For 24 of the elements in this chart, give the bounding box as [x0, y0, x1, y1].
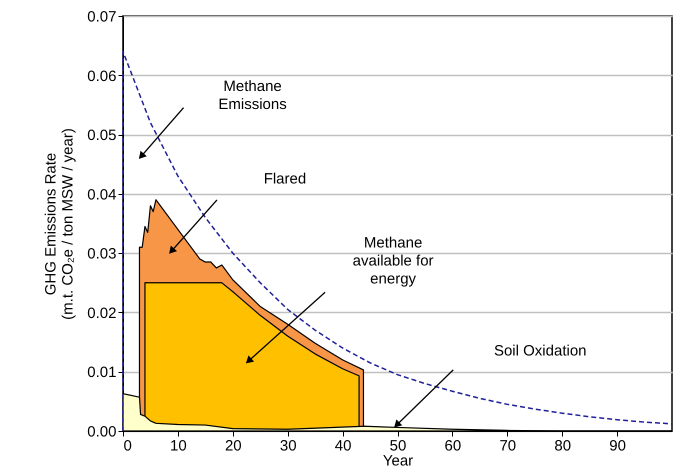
x-tick-label: 0	[124, 438, 132, 454]
x-tick-label: 70	[499, 438, 516, 454]
x-tick-label: 10	[170, 438, 187, 454]
y-tick-label: 0.01	[87, 364, 116, 382]
y-tick-label: 0.06	[87, 68, 116, 85]
x-tick-label: 30	[280, 438, 297, 454]
y-axis-title: GHG Emissions Rate (m.t. CO₂e / ton MSW / year)	[42, 128, 76, 320]
y-tick-label: 0.03	[87, 246, 116, 263]
annotation: Methane available for energy	[352, 234, 434, 288]
x-tick-label: 40	[334, 438, 352, 454]
y-tick-label: 0.02	[87, 304, 116, 322]
x-tick-label: 90	[609, 438, 626, 454]
x-axis-title: Year	[382, 452, 414, 470]
x-tick-label: 80	[554, 438, 572, 454]
x-tick-label: 50	[390, 438, 406, 454]
y-tick-label: 0.00	[87, 424, 116, 440]
y-tick-label: 0.07	[87, 8, 116, 26]
y-tick-label: 0.05	[87, 127, 116, 144]
x-tick-label: 60	[444, 438, 462, 454]
x-tick-label: 20	[224, 438, 242, 454]
annotation: Soil Oxidation	[494, 342, 587, 360]
annotation: Methane Emissions	[218, 78, 287, 113]
y-tick-label: 0.04	[87, 186, 116, 204]
annotation: Flared	[264, 170, 306, 188]
